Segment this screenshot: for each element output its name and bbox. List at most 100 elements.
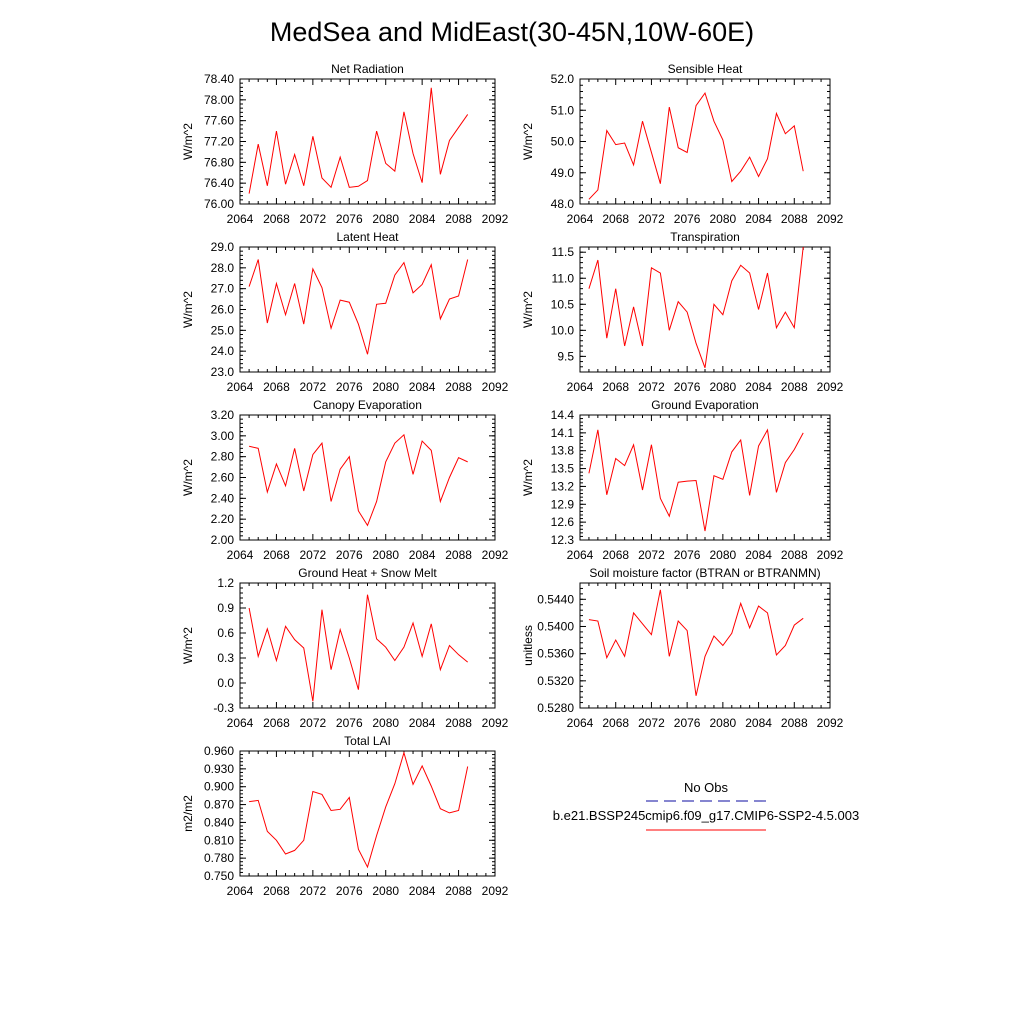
y-axis-label: unitless <box>521 625 535 666</box>
panels-group: 2064 2068 2072 2076 2080 2084 2088 2092 76.00 76.… <box>181 62 844 898</box>
x-tick-label: 2068 <box>263 716 290 730</box>
panel-title: Transpiration <box>670 230 740 244</box>
y-tick-label: 29.0 <box>211 240 235 254</box>
y-tick-label: 76.80 <box>204 155 234 169</box>
y-tick-label: 14.4 <box>551 408 575 422</box>
y-tick-label: 11.5 <box>552 245 575 259</box>
x-tick-label: 2064 <box>227 212 254 226</box>
x-tick-label: 2072 <box>300 380 327 394</box>
series-line <box>588 91 804 200</box>
y-tick-label: 3.00 <box>211 429 235 443</box>
x-tick-label: 2068 <box>263 212 290 226</box>
panel-title: Sensible Heat <box>668 62 743 76</box>
y-axis-label: W/m^2 <box>521 459 535 496</box>
panel-title: Net Radiation <box>331 62 404 76</box>
x-tick-label: 2072 <box>638 212 665 226</box>
x-tick-label: 2064 <box>567 548 594 562</box>
panel-title: Ground Evaporation <box>651 398 758 412</box>
x-tick-label: 2068 <box>263 884 290 898</box>
legend: No Obs b.e21.BSSP245cmip6.f09_g17.CMIP6-… <box>553 780 859 831</box>
x-tick-label: 2076 <box>336 716 363 730</box>
x-tick-label: 2064 <box>567 212 594 226</box>
x-tick-label: 2064 <box>227 380 254 394</box>
y-tick-label: 0.5360 <box>537 647 574 661</box>
y-tick-label: 76.40 <box>204 176 234 190</box>
y-tick-label: 0.960 <box>204 744 234 758</box>
series-line <box>248 259 469 355</box>
panel-latent-heat: 2064 2068 2072 2076 2080 2084 2088 2092 23.0 24.0… <box>181 230 509 394</box>
y-tick-label: 14.1 <box>551 426 575 440</box>
series-line <box>588 247 804 369</box>
y-tick-label: 78.00 <box>204 93 234 107</box>
y-tick-label: 2.00 <box>211 533 235 547</box>
y-tick-label: 2.60 <box>211 471 235 485</box>
y-tick-label: 27.0 <box>211 282 235 296</box>
x-tick-label: 2088 <box>781 548 808 562</box>
x-tick-label: 2084 <box>409 380 436 394</box>
x-tick-label: 2068 <box>602 380 629 394</box>
x-tick-label: 2076 <box>674 548 701 562</box>
y-tick-label: 10.5 <box>551 297 575 311</box>
y-axis-label: W/m^2 <box>181 291 195 328</box>
x-tick-label: 2076 <box>674 716 701 730</box>
y-tick-label: 13.8 <box>551 444 575 458</box>
y-tick-label: 10.0 <box>551 323 575 337</box>
panel-title: Canopy Evaporation <box>313 398 422 412</box>
y-tick-label: 13.5 <box>551 462 575 476</box>
y-tick-label: 0.0 <box>217 676 234 690</box>
y-tick-label: 48.0 <box>551 197 575 211</box>
y-axis-label: W/m^2 <box>181 627 195 664</box>
y-tick-label: 11.0 <box>552 271 575 285</box>
y-tick-label: 51.0 <box>551 103 575 117</box>
series-line <box>248 594 468 702</box>
x-tick-label: 2080 <box>372 548 399 562</box>
y-axis-label: W/m^2 <box>181 123 195 160</box>
panel-title: Soil moisture factor (BTRAN or BTRANMN) <box>589 566 820 580</box>
y-tick-label: 26.0 <box>211 303 235 317</box>
y-tick-label: 2.80 <box>211 450 235 464</box>
y-axis-label: m2/m2 <box>181 795 195 832</box>
x-tick-label: 2080 <box>710 212 737 226</box>
x-tick-label: 2080 <box>372 884 399 898</box>
x-tick-label: 2092 <box>817 380 844 394</box>
y-tick-label: 12.9 <box>551 497 575 511</box>
x-tick-label: 2072 <box>638 548 665 562</box>
panel-transpiration: 2064 2068 2072 2076 2080 2084 2088 2092 9.5 10.0 1… <box>521 230 844 394</box>
x-tick-label: 2092 <box>817 548 844 562</box>
x-tick-label: 2072 <box>300 884 327 898</box>
x-tick-label: 2092 <box>817 716 844 730</box>
x-tick-label: 2084 <box>745 212 772 226</box>
y-tick-label: 0.930 <box>204 762 234 776</box>
y-tick-label: 3.20 <box>211 408 235 422</box>
panel-title: Ground Heat + Snow Melt <box>298 566 437 580</box>
x-tick-label: 2076 <box>336 212 363 226</box>
x-tick-label: 2088 <box>781 380 808 394</box>
x-tick-label: 2084 <box>745 716 772 730</box>
y-tick-label: 0.780 <box>204 851 234 865</box>
x-tick-label: 2064 <box>227 884 254 898</box>
x-tick-label: 2080 <box>372 380 399 394</box>
panel-ground-heat-snow-melt: 2064 2068 2072 2076 2080 2084 2088 2092 -0.3 0.0 0… <box>181 566 509 730</box>
x-tick-label: 2076 <box>674 212 701 226</box>
x-tick-label: 2068 <box>602 212 629 226</box>
y-tick-label: 0.810 <box>204 833 234 847</box>
series-line <box>588 428 804 532</box>
x-tick-label: 2076 <box>674 380 701 394</box>
y-tick-label: 2.40 <box>211 491 235 505</box>
panel-total-lai: 2064 2068 2072 2076 2080 2084 2088 2092 0.750 0.7… <box>181 734 509 898</box>
panel-net-radiation: 2064 2068 2072 2076 2080 2084 2088 2092 76.00 76.… <box>181 62 509 226</box>
legend-label-case: b.e21.BSSP245cmip6.f09_g17.CMIP6-SSP2-4.… <box>553 808 859 823</box>
y-tick-label: 2.20 <box>211 512 235 526</box>
x-tick-label: 2088 <box>445 212 472 226</box>
x-tick-label: 2080 <box>710 548 737 562</box>
panel-ground-evaporation: 2064 2068 2072 2076 2080 2084 2088 2092 12.3 12.6… <box>521 398 844 562</box>
x-tick-label: 2072 <box>638 716 665 730</box>
series-line <box>588 589 804 696</box>
y-tick-label: 0.5400 <box>537 619 574 633</box>
panel-title: Latent Heat <box>336 230 399 244</box>
series-line <box>249 751 469 869</box>
y-tick-label: 0.900 <box>204 780 234 794</box>
y-tick-label: 0.840 <box>204 815 234 829</box>
x-tick-label: 2076 <box>336 884 363 898</box>
x-tick-label: 2080 <box>710 380 737 394</box>
